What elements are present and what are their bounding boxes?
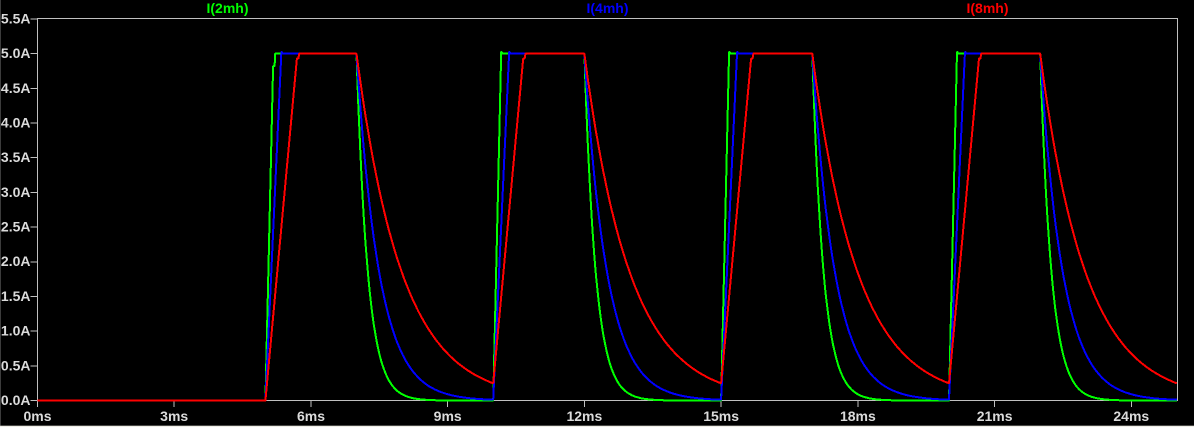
svg-text:12ms: 12ms <box>566 408 602 424</box>
svg-text:0ms: 0ms <box>23 408 51 424</box>
svg-text:1.0A: 1.0A <box>1 323 31 339</box>
svg-text:15ms: 15ms <box>703 408 739 424</box>
svg-text:I(2mh): I(2mh) <box>207 0 249 16</box>
svg-text:2.0A: 2.0A <box>1 253 31 269</box>
svg-text:0.0A: 0.0A <box>1 392 31 408</box>
svg-text:2.5A: 2.5A <box>1 219 31 235</box>
svg-text:4.0A: 4.0A <box>1 115 31 131</box>
svg-text:6ms: 6ms <box>297 408 325 424</box>
svg-text:3.0A: 3.0A <box>1 184 31 200</box>
svg-text:4.5A: 4.5A <box>1 80 31 96</box>
svg-text:1.5A: 1.5A <box>1 288 31 304</box>
svg-text:24ms: 24ms <box>1113 408 1149 424</box>
svg-text:18ms: 18ms <box>840 408 876 424</box>
svg-text:5.0A: 5.0A <box>1 45 31 61</box>
svg-text:0.5A: 0.5A <box>1 357 31 373</box>
svg-text:9ms: 9ms <box>434 408 462 424</box>
svg-text:21ms: 21ms <box>977 408 1013 424</box>
svg-text:I(8mh): I(8mh) <box>967 0 1009 16</box>
svg-text:3.5A: 3.5A <box>1 149 31 165</box>
svg-text:5.5A: 5.5A <box>1 10 31 26</box>
svg-text:3ms: 3ms <box>160 408 188 424</box>
svg-text:I(4mh): I(4mh) <box>587 0 629 16</box>
